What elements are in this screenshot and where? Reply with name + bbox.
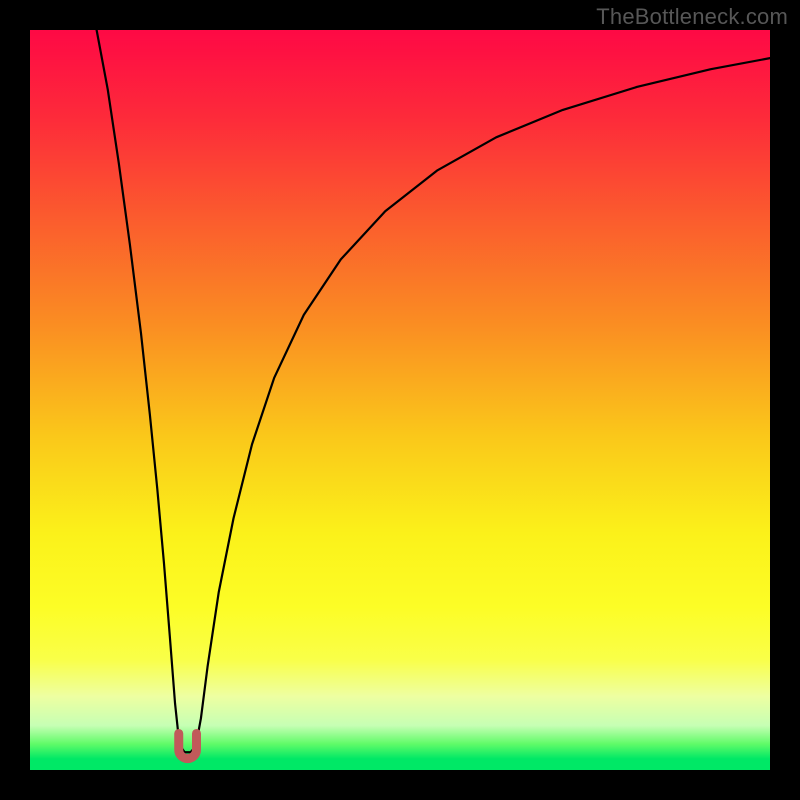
watermark-text: TheBottleneck.com — [596, 4, 788, 30]
chart-container: TheBottleneck.com — [0, 0, 800, 800]
gradient-panel — [30, 30, 770, 770]
bottleneck-chart — [0, 0, 800, 800]
